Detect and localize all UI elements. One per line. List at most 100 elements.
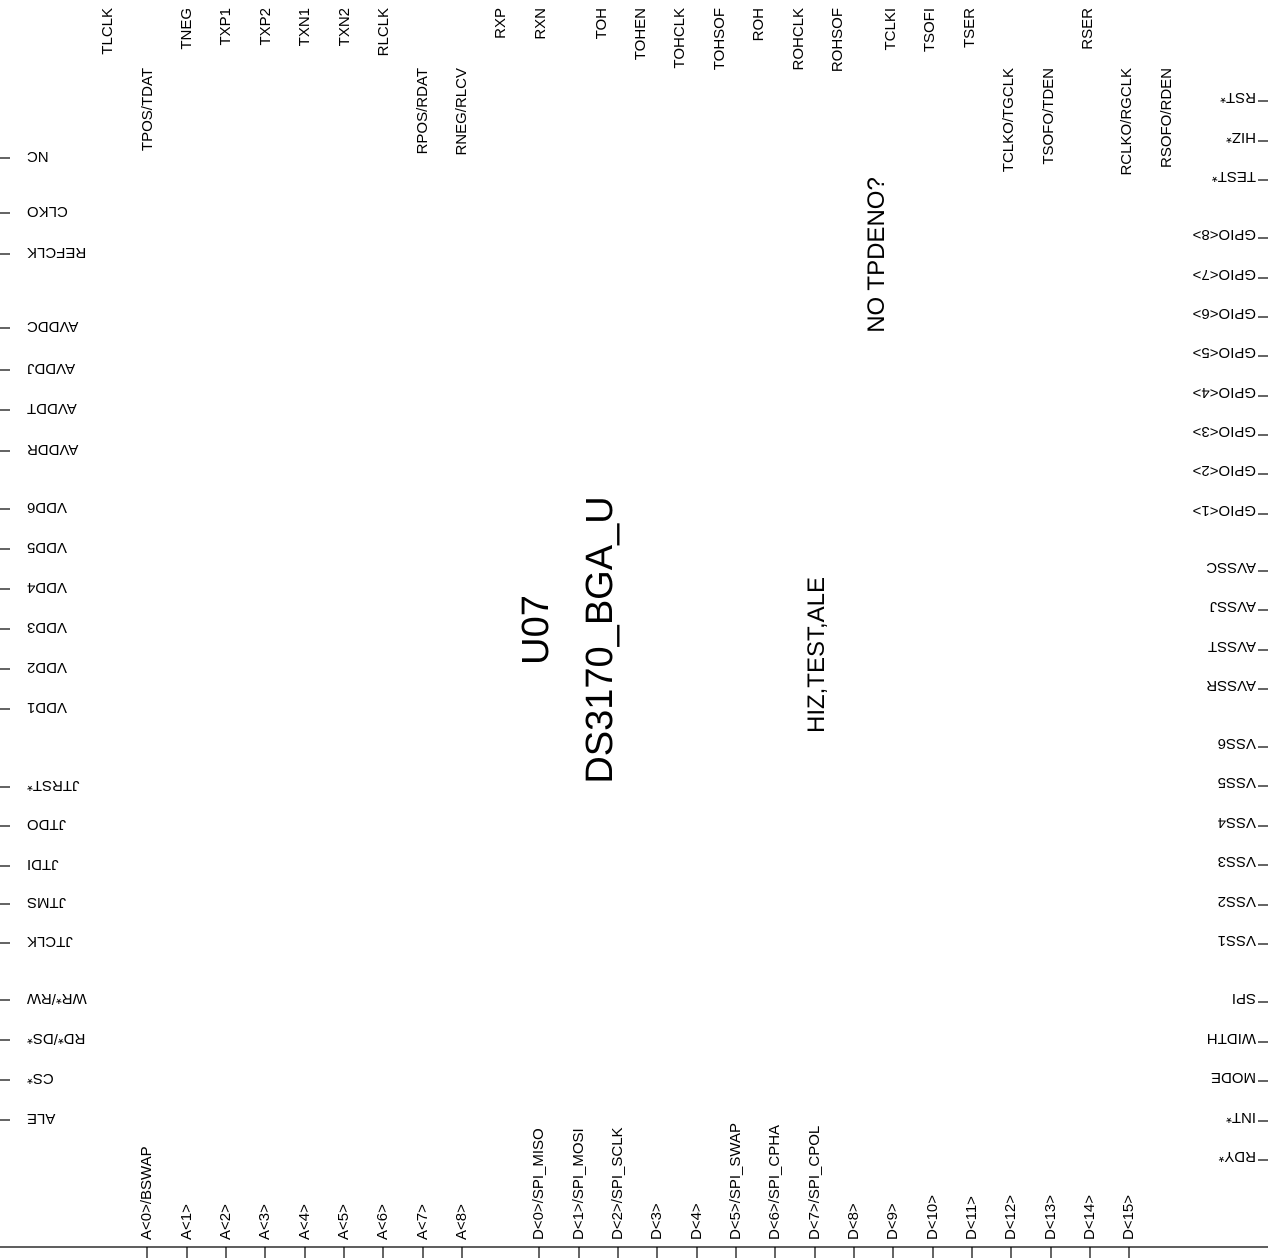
pin-left-vdd1: VDD1 [27,699,67,716]
pin-right-vss6: VSS6 [1218,735,1256,752]
pin-bottom-d-0-spi-miso: D<0>/SPI_MISO [530,1128,547,1240]
pin-top-tneg: TNEG [178,8,195,50]
pin-left-clko: CLKO [27,203,68,220]
pin-right-mode: MODE [1211,1069,1256,1086]
pin-right-rdy: RDY* [1218,1148,1256,1165]
pin-top-tpos-tdat: TPOS/TDAT [139,68,156,151]
pin-top-rxn: RXN [532,8,549,40]
pin-bottom-d-11: D<11> [963,1196,980,1240]
pin-left-ale: ALE [27,1110,55,1127]
pin-bottom-a-1: A<1> [178,1204,195,1240]
pin-bottom-d-7-spi-cpol: D<7>/SPI_CPOL [806,1126,823,1240]
pin-top-rpos-rdat: RPOS/RDAT [414,68,431,154]
pin-left-avddc: AVDDC [27,318,79,335]
pin-left-vdd3: VDD3 [27,619,67,636]
pin-right-rst: RST* [1220,89,1256,106]
pin-bottom-d-1-spi-mosi: D<1>/SPI_MOSI [570,1128,587,1240]
part-number: DS3170_BGA_U [579,496,621,783]
pin-right-gpio-4: GPIO<4> [1192,384,1256,401]
pin-top-tclki: TCLKI [882,8,899,51]
pin-right-vss4: VSS4 [1218,814,1256,831]
pin-bottom-d-13: D<13> [1042,1195,1059,1240]
pin-top-tohen: TOHEN [632,8,649,60]
pin-top-roh: ROH [750,8,767,41]
pin-bottom-d-10: D<10> [924,1195,941,1240]
pin-bottom-a-2: A<2> [217,1204,234,1240]
pin-bottom-d-3: D<3> [648,1203,665,1240]
pin-right-gpio-8: GPIO<8> [1192,226,1256,243]
reference-designator: U07 [515,595,557,665]
pin-left-nc: NC [27,148,49,165]
pin-right-hiz: HIZ* [1226,129,1256,146]
pin-bottom-d-5-spi-swap: D<5>/SPI_SWAP [727,1123,744,1240]
pin-right-gpio-2: GPIO<2> [1192,462,1256,479]
pin-right-vss3: VSS3 [1218,853,1256,870]
pin-right-spi: SPI [1232,990,1256,1007]
pin-left-jtdo: JTDO [27,816,66,833]
pin-top-toh: TOH [593,8,610,39]
pin-bottom-d-4: D<4> [688,1203,705,1240]
pin-bottom-a-0-bswap: A<0>/BSWAP [138,1146,155,1240]
pin-right-vss2: VSS2 [1218,893,1256,910]
pin-bottom-a-7: A<7> [414,1204,431,1240]
pin-right-int: INT* [1226,1109,1256,1126]
pin-bottom-a-3: A<3> [256,1204,273,1240]
pin-top-tsofo-tden: TSOFO/TDEN [1040,68,1057,165]
pin-right-gpio-5: GPIO<5> [1192,344,1256,361]
pin-top-txn2: TXN2 [336,8,353,46]
pin-bottom-d-14: D<14> [1081,1195,1098,1240]
pin-right-gpio-7: GPIO<7> [1192,266,1256,283]
pin-top-tclko-tgclk: TCLKO/TGCLK [1000,68,1017,172]
pin-bottom-d-6-spi-cpha: D<6>/SPI_CPHA [766,1125,783,1240]
pin-left-jtclk: JTCLK [27,933,73,950]
pin-right-avssj: AVSSJ [1210,598,1256,615]
pin-left-vdd4: VDD4 [27,579,67,596]
pin-top-txp2: TXP2 [257,8,274,46]
pin-top-rxp: RXP [492,8,509,39]
pin-left-refclk: REFCLK [27,244,86,261]
pin-top-txn1: TXN1 [296,8,313,46]
note-tpdeno: NO TPDENO? [863,177,890,333]
pin-right-avssc: AVSSC [1206,559,1256,576]
pin-right-gpio-3: GPIO<3> [1192,423,1256,440]
pin-left-vdd5: VDD5 [27,539,67,556]
left-pin-group: NC CLKO REFCLK AVDDC AVDDJ AVDDT AVDDR VDD6 VDD5… [0,148,87,1127]
pin-top-rlclk: RLCLK [375,8,392,56]
bottom-pin-group: A<0>/BSWAP A<1> A<2> A<3> A<4> A<5> A<6> A<7> A<… [138,1123,1137,1258]
pin-top-rohsof: ROHSOF [829,8,846,72]
pin-right-vss5: VSS5 [1218,774,1256,791]
pin-bottom-a-8: A<8> [453,1204,470,1240]
pin-top-rsofo-rden: RSOFO/RDEN [1158,68,1175,168]
note-hiz-test-ale: HIZ,TEST,ALE [803,577,830,733]
pin-left-wr-rw: WR*/RW [26,990,87,1007]
pin-bottom-d-15: D<15> [1120,1195,1137,1240]
pin-top-rser: RSER [1079,8,1096,50]
pin-right-width: WIDTH [1207,1030,1256,1047]
pin-bottom-a-6: A<6> [374,1204,391,1240]
right-pin-group: RST* HIZ* TEST* GPIO<8> GPIO<7> GPIO<6> GPIO<5… [1192,89,1268,1165]
pin-right-gpio-6: GPIO<6> [1192,305,1256,322]
pin-top-tohsof: TOHSOF [711,8,728,70]
top-pin-group: TLCLK TPOS/TDAT TNEG TXP1 TXP2 TXN1 TXN2 RLCLK R… [99,8,1175,176]
pin-left-cs: CS* [27,1070,54,1087]
pin-right-gpio-1: GPIO<1> [1192,502,1256,519]
pin-right-test: TEST* [1212,168,1256,185]
pin-left-avddr: AVDDR [27,441,79,458]
pin-top-tsofi: TSOFI [921,8,938,52]
pin-left-avddj: AVDDJ [27,360,75,377]
pin-top-tlclk: TLCLK [99,8,116,55]
pin-top-txp1: TXP1 [217,8,234,46]
pin-bottom-d-2-spi-sclk: D<2>/SPI_SCLK [609,1127,626,1240]
pin-top-tohclk: TOHCLK [671,8,688,69]
pin-top-rohclk: ROHCLK [790,8,807,71]
pin-top-tser: TSER [961,8,978,48]
pin-top-rneg-rlcv: RNEG/RLCV [453,68,470,156]
pin-left-avddt: AVDDT [27,400,77,417]
pin-right-vss1: VSS1 [1218,932,1256,949]
pin-bottom-d-9: D<9> [884,1203,901,1240]
pin-right-avsst: AVSST [1208,638,1256,655]
pin-bottom-a-4: A<4> [296,1204,313,1240]
pin-bottom-a-5: A<5> [335,1204,352,1240]
pin-bottom-d-8: D<8> [845,1203,862,1240]
